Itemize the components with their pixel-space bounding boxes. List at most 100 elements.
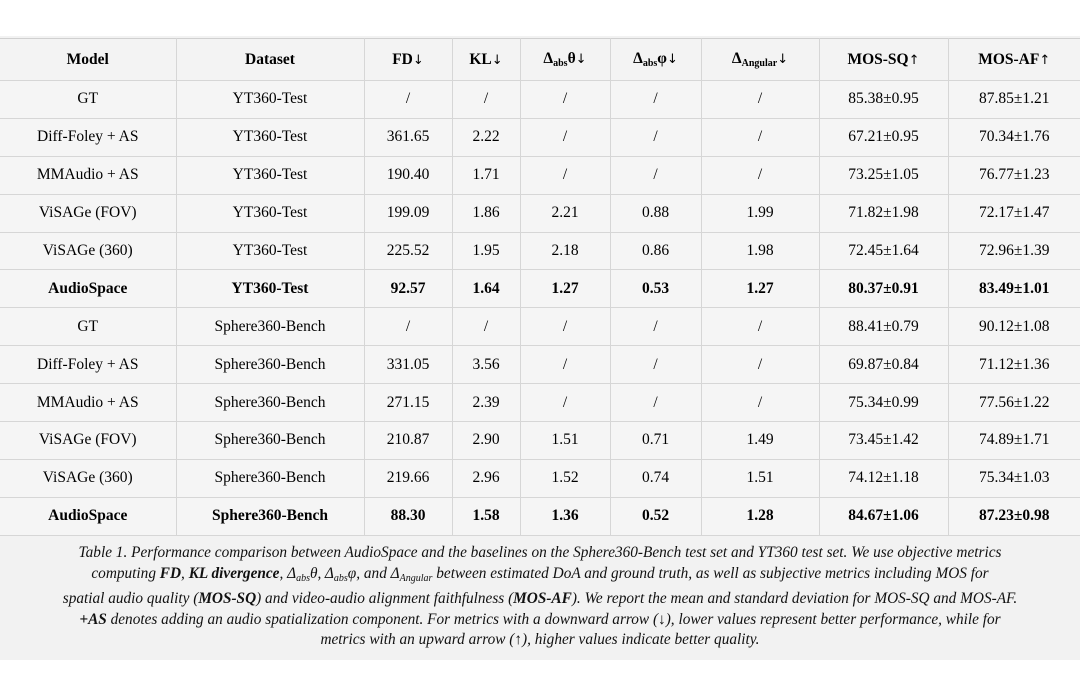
cell-model: AudioSpace	[0, 496, 177, 536]
cell-kl: 3.56	[451, 345, 521, 385]
cell-fd: 361.65	[363, 117, 453, 157]
cell-dataset: YT360-Test	[175, 155, 365, 195]
cell-delta-angular: 1.28	[700, 496, 820, 536]
cell-fd: /	[363, 80, 453, 119]
header-mos-af: MOS-AF↑	[947, 38, 1080, 81]
cell-kl: 2.96	[451, 458, 521, 498]
cell-delta-abs-phi: /	[609, 345, 702, 385]
cell-mos-sq: 84.67±1.06	[818, 496, 949, 536]
cell-delta-angular: /	[700, 80, 820, 119]
header-delta-abs-theta: Δabsθ↓	[519, 38, 611, 81]
cell-delta-abs-theta: /	[519, 345, 611, 385]
table-row: ViSAGe (360) YT360-Test 225.52 1.95 2.18 0.86…	[0, 231, 1080, 271]
cell-mos-af: 71.12±1.36	[947, 345, 1080, 385]
cell-mos-sq: 75.34±0.99	[818, 383, 949, 423]
cell-mos-af: 76.77±1.23	[947, 155, 1080, 195]
cell-delta-abs-theta: /	[519, 117, 611, 157]
cell-delta-abs-theta: 1.51	[519, 421, 611, 460]
cell-delta-abs-phi: 0.53	[609, 269, 702, 309]
cell-delta-angular: /	[700, 307, 820, 347]
header-kl: KL↓	[451, 38, 521, 81]
cell-mos-af: 87.23±0.98	[947, 496, 1080, 536]
table-header-row: Model Dataset FD↓ KL↓ Δabsθ↓ Δabsφ↓ ΔAng…	[0, 38, 1080, 81]
cell-delta-angular: 1.51	[700, 458, 820, 498]
cell-delta-abs-phi: 0.71	[609, 421, 702, 460]
cell-dataset: YT360-Test	[175, 117, 365, 157]
cell-delta-abs-theta: 1.36	[519, 496, 611, 536]
cell-delta-abs-phi: 0.86	[609, 231, 702, 271]
cell-model: Diff-Foley + AS	[0, 117, 177, 157]
cell-mos-af: 74.89±1.71	[947, 421, 1080, 460]
cell-fd: 331.05	[363, 345, 453, 385]
table-row: Diff-Foley + AS YT360-Test 361.65 2.22///67…	[0, 117, 1080, 157]
cell-mos-af: 72.96±1.39	[947, 231, 1080, 271]
cell-mos-sq: 85.38±0.95	[818, 80, 949, 119]
cell-mos-sq: 72.45±1.64	[818, 231, 949, 271]
cell-mos-af: 70.34±1.76	[947, 117, 1080, 157]
table-body: GT YT360-Test / / / //85.38±0.95 87.85±1.21 Dif…	[0, 80, 1080, 536]
cell-delta-abs-phi: /	[609, 117, 702, 157]
cell-fd: 92.57	[363, 269, 453, 309]
cell-kl: 1.86	[451, 193, 521, 233]
cell-mos-sq: 80.37±0.91	[818, 269, 949, 309]
cell-dataset: Sphere360-Bench	[175, 421, 365, 460]
cell-kl: 2.22	[451, 117, 521, 157]
cell-delta-abs-theta: /	[519, 80, 611, 119]
cell-delta-angular: 1.49	[700, 421, 820, 460]
cell-delta-abs-theta: /	[519, 155, 611, 195]
header-mos-sq: MOS-SQ↑	[818, 38, 949, 81]
cell-fd: 210.87	[363, 421, 453, 460]
table-row: ViSAGe (360) Sphere360-Bench 219.66 2.96 1.5…	[0, 458, 1080, 498]
cell-model: ViSAGe (360)	[0, 231, 177, 271]
table-row: MMAudio + AS YT360-Test 190.40 1.71///73.25…	[0, 155, 1080, 195]
header-fd: FD↓	[363, 38, 453, 81]
table-row: ViSAGe (FOV) Sphere360-Bench 210.87 2.90 1.5…	[0, 421, 1080, 460]
cell-mos-af: 90.12±1.08	[947, 307, 1080, 347]
cell-model: GT	[0, 307, 177, 347]
cell-delta-abs-phi: /	[609, 383, 702, 423]
caption-line: computing FD, KL divergence, Δabsθ, Δabs…	[91, 564, 989, 584]
table-row: MMAudio + AS Sphere360-Bench 271.15 2.39// /…	[0, 383, 1080, 423]
caption-line: +AS denotes adding an audio spatializati…	[79, 610, 1001, 628]
caption-line: metrics with an upward arrow (↑), higher…	[320, 631, 760, 649]
cell-model: ViSAGe (360)	[0, 458, 177, 498]
cell-dataset: YT360-Test	[175, 80, 365, 119]
cell-model: ViSAGe (FOV)	[0, 193, 177, 233]
table-row: AudioSpace YT360-Test 92.57 1.64 1.27 0.53 1.2…	[0, 269, 1080, 309]
caption-line: Table 1. Performance comparison between …	[78, 544, 1002, 561]
cell-mos-sq: 73.45±1.42	[818, 421, 949, 460]
cell-dataset: Sphere360-Bench	[175, 496, 365, 536]
cell-model: GT	[0, 80, 177, 119]
cell-model: MMAudio + AS	[0, 155, 177, 195]
cell-delta-angular: /	[700, 155, 820, 195]
header-delta-abs-phi: Δabsφ↓	[609, 38, 702, 81]
cell-kl: /	[451, 80, 521, 119]
cell-delta-abs-phi: 0.88	[609, 193, 702, 233]
cell-dataset: Sphere360-Bench	[175, 345, 365, 385]
cell-delta-abs-phi: /	[609, 155, 702, 195]
cell-fd: 271.15	[363, 383, 453, 423]
cell-kl: /	[451, 307, 521, 347]
cell-model: Diff-Foley + AS	[0, 345, 177, 385]
cell-delta-abs-phi: 0.74	[609, 458, 702, 498]
cell-dataset: YT360-Test	[175, 193, 365, 233]
cell-model: ViSAGe (FOV)	[0, 421, 177, 460]
header-dataset: Dataset	[175, 38, 365, 81]
cell-model: MMAudio + AS	[0, 383, 177, 423]
cell-kl: 1.58	[451, 496, 521, 536]
cell-kl: 2.90	[451, 421, 521, 460]
cell-delta-abs-theta: 2.18	[519, 231, 611, 271]
cell-delta-abs-phi: /	[609, 307, 702, 347]
cell-fd: 88.30	[363, 496, 453, 536]
cell-mos-sq: 67.21±0.95	[818, 117, 949, 157]
cell-mos-sq: 71.82±1.98	[818, 193, 949, 233]
cell-mos-sq: 74.12±1.18	[818, 458, 949, 498]
cell-delta-abs-phi: 0.52	[609, 496, 702, 536]
table-row: ViSAGe (FOV) YT360-Test 199.09 1.86 2.21 0.88…	[0, 193, 1080, 233]
cell-delta-angular: 1.98	[700, 231, 820, 271]
cell-model: AudioSpace	[0, 269, 177, 309]
cell-delta-angular: /	[700, 117, 820, 157]
cell-delta-abs-phi: /	[609, 80, 702, 119]
table-row: GT YT360-Test / / / //85.38±0.95 87.85±1.21	[0, 80, 1080, 119]
